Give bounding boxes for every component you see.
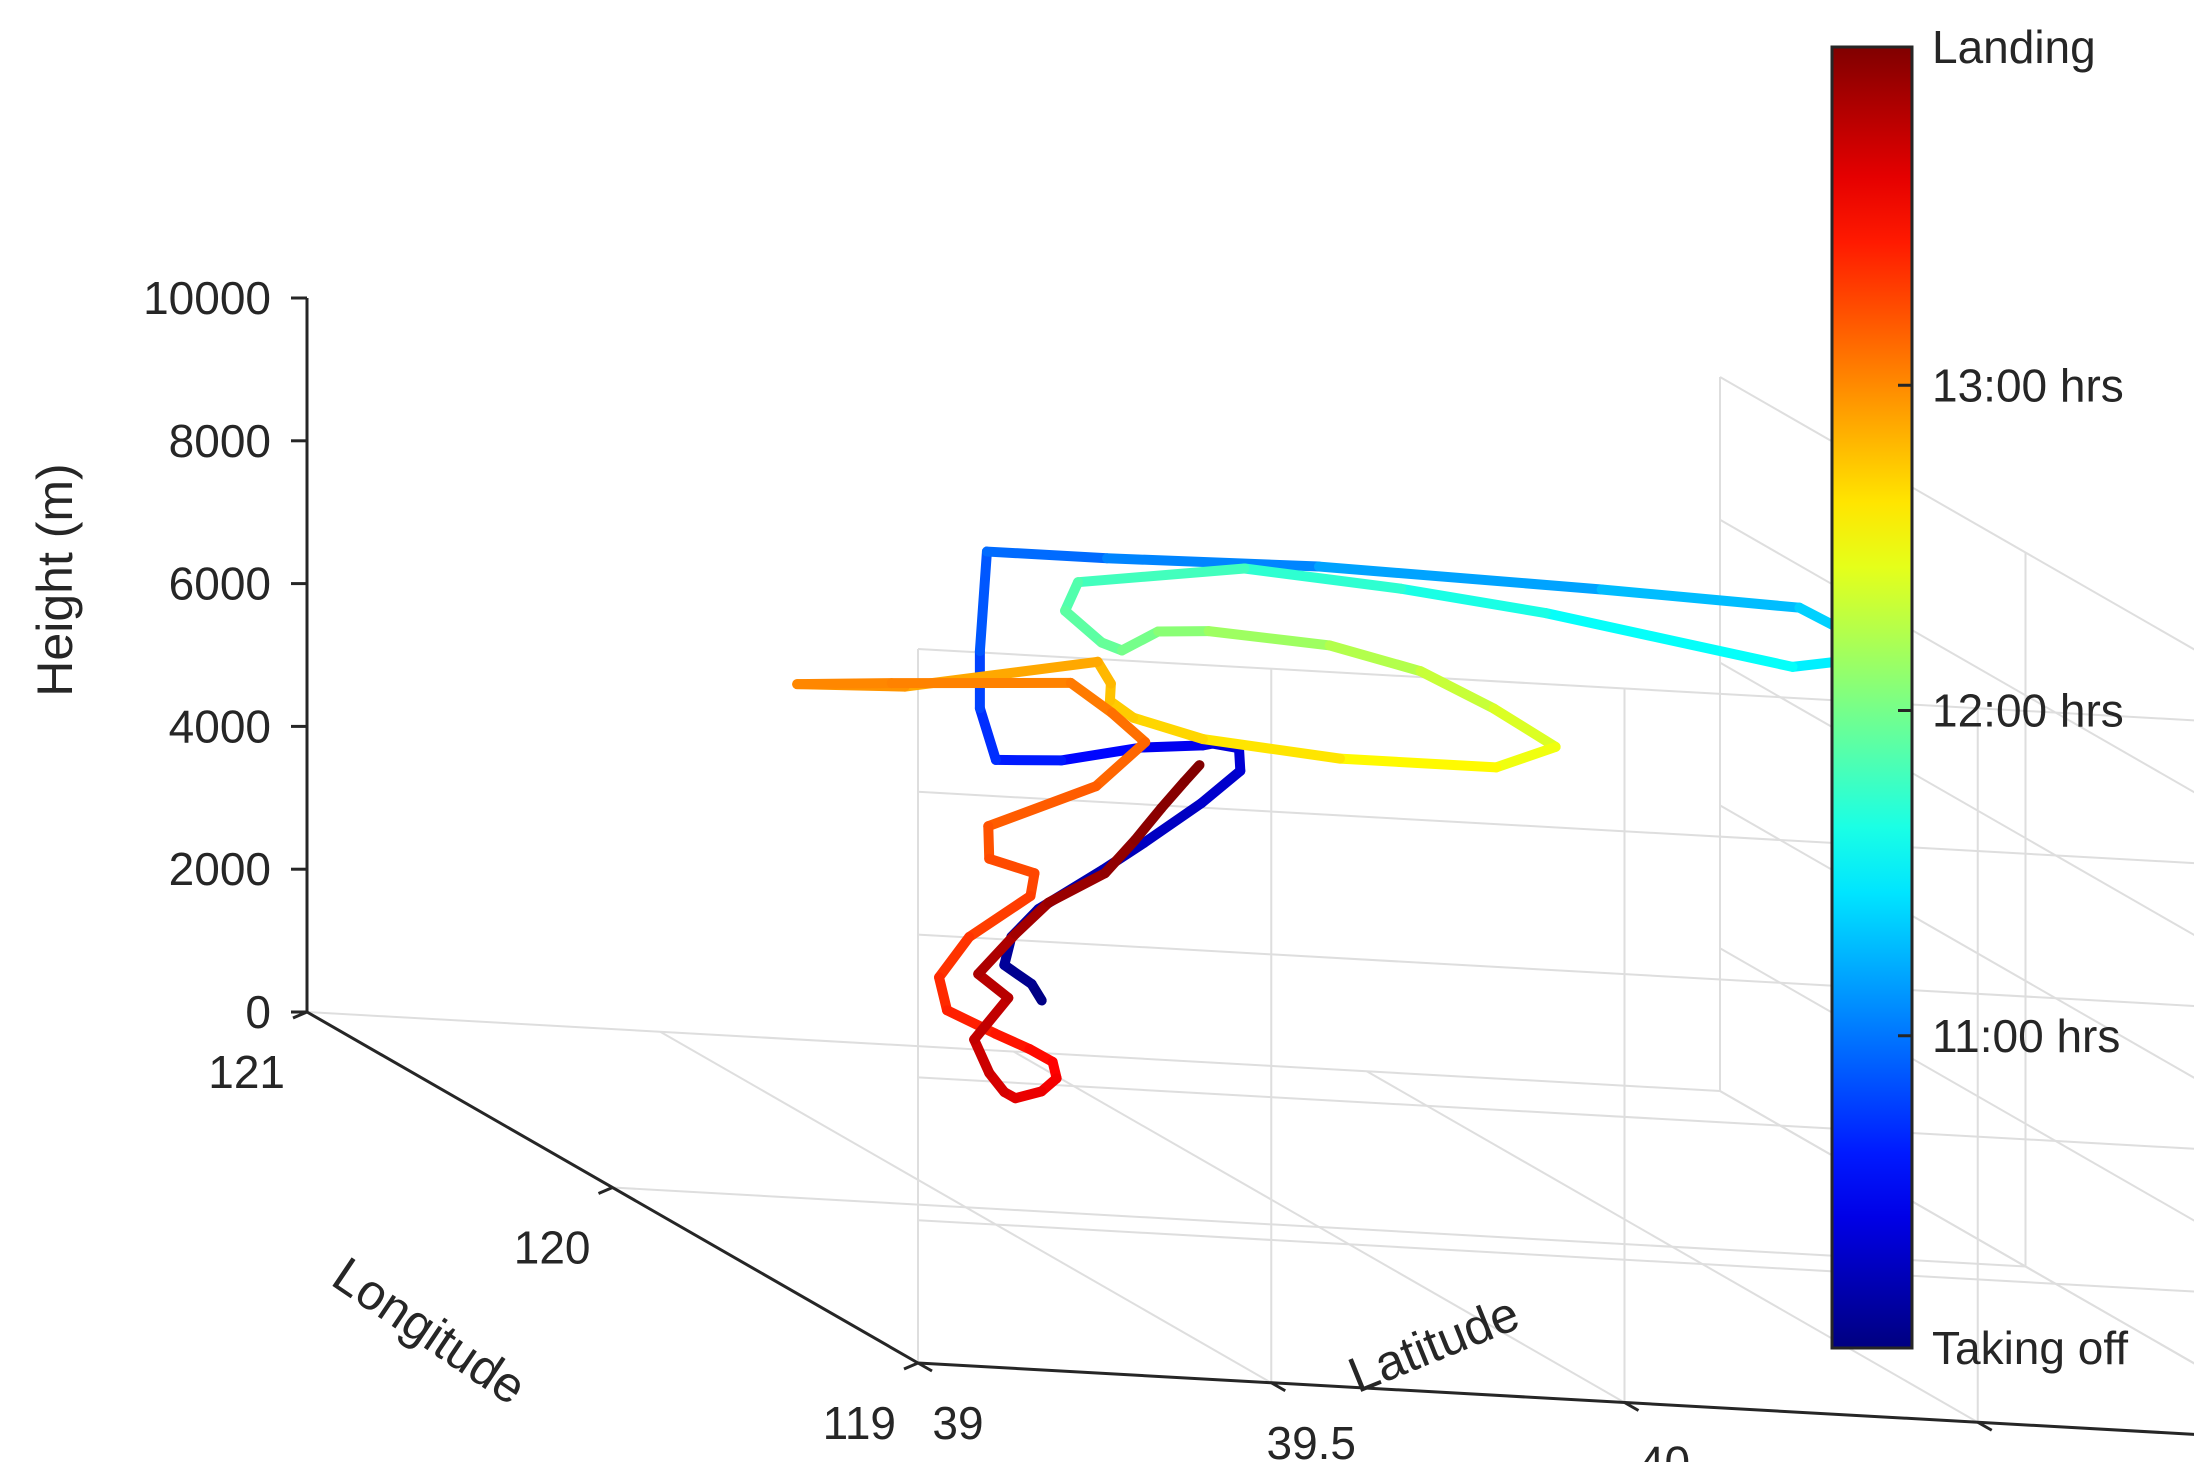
grid-line-back-horizontal — [918, 1220, 2194, 1299]
grid-line-side-horizontal — [1720, 377, 2194, 728]
grid-line-side-horizontal — [1720, 948, 2194, 1299]
x-tick-label: 121 — [208, 1046, 285, 1098]
colorbar-tick-label: 11:00 hrs — [1932, 1010, 2120, 1062]
grid-line-side-horizontal — [1720, 1091, 2194, 1442]
trajectory-segment — [1161, 782, 1184, 808]
trajectory-segment — [1201, 771, 1240, 803]
z-tick-label: 4000 — [169, 700, 271, 752]
trajectory-segment — [1546, 613, 1793, 667]
x-axis-label: Longitude — [323, 1246, 536, 1415]
trajectory-segment — [1496, 747, 1555, 767]
grid-line-back-horizontal — [918, 935, 2194, 1014]
z-tick-label: 6000 — [169, 558, 271, 610]
grid-line-floor-y — [1720, 1091, 2194, 1442]
x-tick-label: 119 — [823, 1397, 896, 1449]
colorbar-tick-label: 12:00 hrs — [1932, 685, 2124, 737]
colorbar-tick-label: 13:00 hrs — [1932, 359, 2124, 411]
trajectory-segment — [995, 1034, 1029, 1049]
trajectory-segment — [978, 974, 1008, 998]
trajectory-segment — [1184, 765, 1199, 782]
z-tick-label: 2000 — [169, 843, 271, 895]
trajectory-segment — [987, 552, 1107, 559]
grid-line-back-horizontal — [918, 792, 2194, 871]
z-axis-label: Height (m) — [27, 463, 83, 696]
colorbar: Taking off 11:00 hrs 12:00 hrs 13:00 hrs Lan… — [1832, 21, 2128, 1374]
z-tick-label: 8000 — [169, 415, 271, 467]
trajectory-segment — [980, 552, 987, 652]
trajectory-segment — [1209, 631, 1330, 645]
colorbar-tick-label: Taking off — [1932, 1322, 2128, 1374]
trajectory-segment — [1340, 759, 1496, 768]
trajectory-segment — [974, 1040, 989, 1073]
trajectory-segment — [939, 977, 947, 1010]
trajectory-segment — [1330, 645, 1421, 671]
z-tick-label: 10000 — [143, 272, 271, 324]
grid-line-side-horizontal — [1720, 805, 2194, 1156]
grid-line-floor-y — [1014, 1052, 1625, 1403]
trajectory-segment — [1065, 611, 1102, 643]
trajectory-segment — [1494, 709, 1556, 747]
y-axis-label: Latitude — [1341, 1285, 1527, 1404]
x-tick — [904, 1363, 918, 1369]
y-axis-line — [918, 1363, 2194, 1442]
trajectory-segment — [1141, 745, 1202, 747]
trajectory-segment — [980, 708, 996, 760]
y-tick-label: 40 — [1639, 1437, 1690, 1463]
trajectory-segment — [1107, 558, 1319, 566]
z-tick-label: 0 — [245, 986, 271, 1038]
trajectory-segment — [1420, 671, 1494, 708]
trajectory-segment — [1401, 589, 1546, 613]
trajectory-segment — [1078, 569, 1245, 583]
grid-line-floor-y — [660, 1032, 1271, 1383]
trajectory-segment — [996, 760, 1061, 761]
trajectory-segment — [989, 859, 1034, 873]
y-tick-label: 39.5 — [1266, 1417, 1356, 1462]
trajectory-segment — [939, 937, 969, 977]
trajectory-segment — [797, 683, 892, 684]
y-tick-label: 40.5 — [1973, 1456, 2063, 1462]
colorbar-bar — [1832, 47, 1912, 1348]
x-tick-label: 120 — [514, 1222, 591, 1274]
flight-trajectory — [797, 552, 1884, 1099]
trajectory-segment — [988, 786, 1096, 826]
colorbar-tick-label: Landing — [1932, 21, 2096, 73]
grid-line-back-horizontal — [918, 1077, 2194, 1156]
x-tick — [599, 1188, 613, 1194]
trajectory-segment — [1602, 589, 1800, 607]
y-tick-label: 39 — [932, 1397, 983, 1449]
trajectory-segment — [1122, 631, 1158, 650]
trajectory-segment — [1049, 873, 1105, 902]
